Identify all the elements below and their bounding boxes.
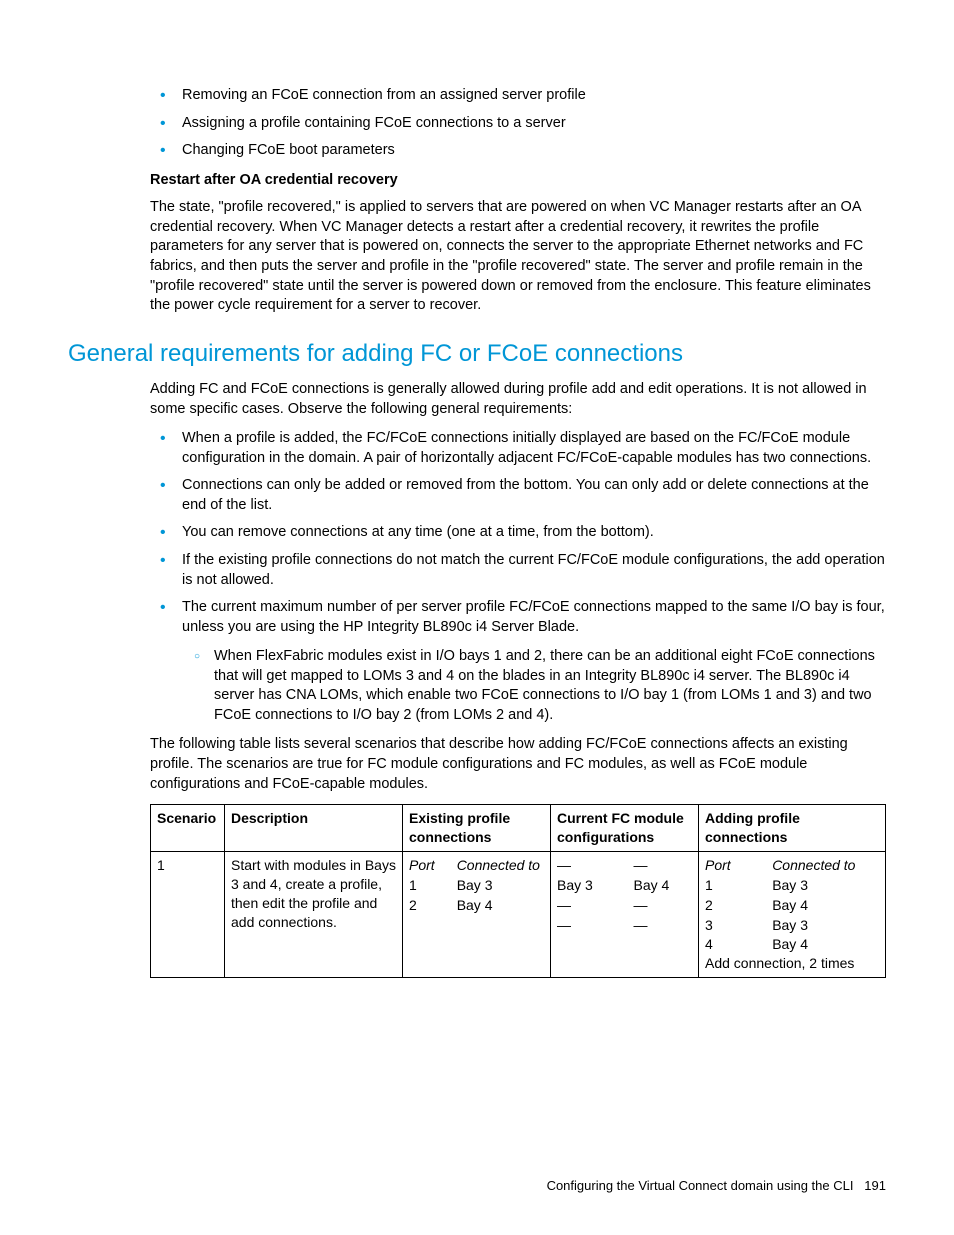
bullet-text: If the existing profile connections do n… <box>182 552 885 588</box>
mini-cell: Bay 3 <box>772 876 879 895</box>
mini-cell: 2 <box>705 896 754 915</box>
current-mini-table: — — Bay 3 Bay 4 — — — — <box>557 856 692 935</box>
restart-paragraph: The state, "profile recovered," is appli… <box>150 198 886 315</box>
bullet-text: Changing FCoE boot parameters <box>182 142 395 158</box>
list-item: Changing FCoE boot parameters <box>150 141 886 161</box>
bullet-text: Assigning a profile containing FCoE conn… <box>182 115 566 131</box>
page-footer: Configuring the Virtual Connect domain u… <box>547 1177 886 1195</box>
mini-cell: 2 <box>409 896 439 915</box>
list-item: Assigning a profile containing FCoE conn… <box>150 114 886 134</box>
col-description: Description <box>225 805 403 852</box>
mini-cell: — <box>634 916 693 935</box>
bullet-text: The current maximum number of per server… <box>182 599 885 635</box>
table-intro-paragraph: The following table lists several scenar… <box>150 735 886 794</box>
section-title: General requirements for adding FC or FC… <box>68 338 886 370</box>
col-scenario: Scenario <box>151 805 225 852</box>
list-item: If the existing profile connections do n… <box>150 551 886 590</box>
list-item: Connections can only be added or removed… <box>150 476 886 515</box>
existing-mini-table: Port Connected to 1 Bay 3 2 Bay 4 <box>409 856 544 915</box>
requirements-list: When a profile is added, the FC/FCoE con… <box>150 429 886 725</box>
mini-cell: Bay 4 <box>772 896 879 915</box>
cell-description: Start with modules in Bays 3 and 4, crea… <box>225 851 403 977</box>
mini-cell: Bay 3 <box>457 876 544 895</box>
mini-cell: Bay 4 <box>634 876 693 895</box>
mini-cell: — <box>634 896 693 915</box>
mini-cell: — <box>557 896 616 915</box>
list-item: The current maximum number of per server… <box>150 598 886 725</box>
bullet-text: Removing an FCoE connection from an assi… <box>182 87 586 103</box>
mini-cell: Bay 3 <box>557 876 616 895</box>
adding-note: Add connection, 2 times <box>705 954 879 973</box>
mini-hdr: Port <box>705 856 754 875</box>
sub-bullet-list: When FlexFabric modules exist in I/O bay… <box>182 647 886 725</box>
cell-current: — — Bay 3 Bay 4 — — — — <box>551 851 699 977</box>
list-item: You can remove connections at any time (… <box>150 523 886 543</box>
list-item: When a profile is added, the FC/FCoE con… <box>150 429 886 468</box>
col-adding: Adding profile connections <box>699 805 886 852</box>
cell-scenario: 1 <box>151 851 225 977</box>
mini-cell: 4 <box>705 935 754 954</box>
bullet-text: You can remove connections at any time (… <box>182 524 654 540</box>
mini-cell: 3 <box>705 916 754 935</box>
adding-mini-table: Port Connected to 1 Bay 3 2 Bay 4 3 Bay … <box>705 856 879 954</box>
list-item: Removing an FCoE connection from an assi… <box>150 86 886 106</box>
scenarios-table: Scenario Description Existing profile co… <box>150 804 886 978</box>
cell-existing: Port Connected to 1 Bay 3 2 Bay 4 <box>403 851 551 977</box>
mini-hdr: Connected to <box>457 856 544 875</box>
sub-bullet-text: When FlexFabric modules exist in I/O bay… <box>214 648 875 723</box>
mini-cell: 1 <box>705 876 754 895</box>
col-existing: Existing profile connections <box>403 805 551 852</box>
mini-hdr: Connected to <box>772 856 879 875</box>
top-bullet-list: Removing an FCoE connection from an assi… <box>150 86 886 161</box>
restart-heading: Restart after OA credential recovery <box>150 171 886 191</box>
mini-cell: Bay 3 <box>772 916 879 935</box>
footer-text: Configuring the Virtual Connect domain u… <box>547 1178 854 1193</box>
intro-paragraph: Adding FC and FCoE connections is genera… <box>150 380 886 419</box>
list-item: When FlexFabric modules exist in I/O bay… <box>182 647 886 725</box>
mini-cell: — <box>557 856 616 875</box>
mini-cell: 1 <box>409 876 439 895</box>
bullet-text: When a profile is added, the FC/FCoE con… <box>182 430 871 466</box>
mini-hdr: Port <box>409 856 439 875</box>
mini-cell: Bay 4 <box>457 896 544 915</box>
page-content: Removing an FCoE connection from an assi… <box>150 86 886 978</box>
mini-cell: — <box>557 916 616 935</box>
mini-cell: Bay 4 <box>772 935 879 954</box>
table-header-row: Scenario Description Existing profile co… <box>151 805 886 852</box>
mini-cell: — <box>634 856 693 875</box>
page-number: 191 <box>864 1178 886 1193</box>
table-row: 1 Start with modules in Bays 3 and 4, cr… <box>151 851 886 977</box>
cell-adding: Port Connected to 1 Bay 3 2 Bay 4 3 Bay … <box>699 851 886 977</box>
col-current: Current FC module configurations <box>551 805 699 852</box>
bullet-text: Connections can only be added or removed… <box>182 477 869 513</box>
